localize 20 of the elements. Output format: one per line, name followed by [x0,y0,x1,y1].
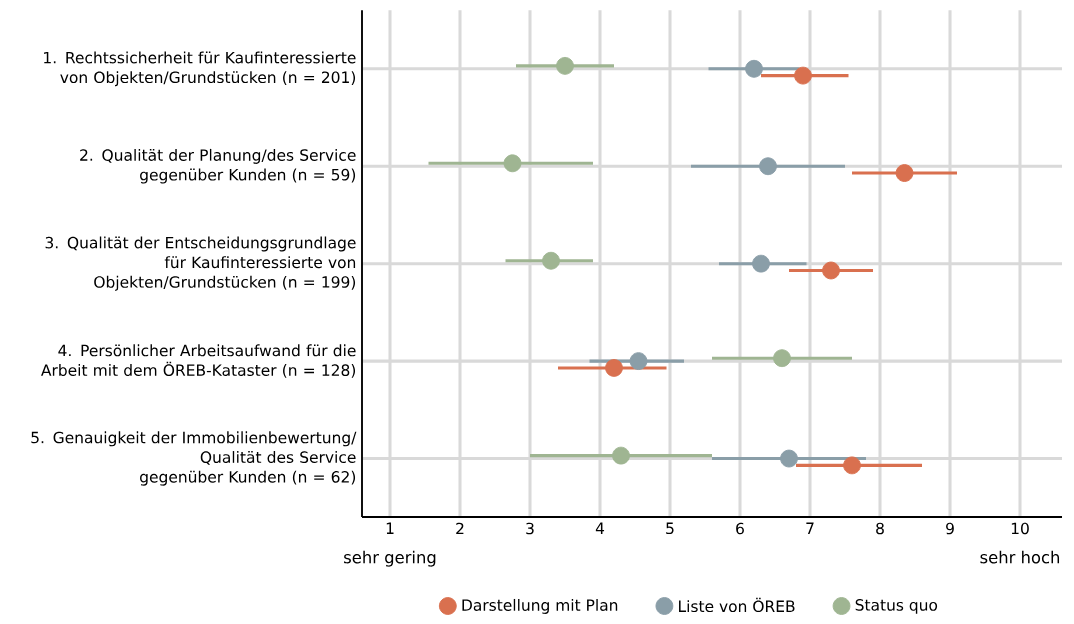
x-tick-label: 6 [736,522,744,535]
text: sehr gering [344,550,436,567]
x-tick-label: 1 [386,522,394,535]
x-tick-label: 9 [946,522,954,535]
x-tick-label: 8 [876,522,884,535]
legend-label: Darstellung mit Plan [462,599,618,615]
y-tick-label: 1. Rechtssicherheit für Kaufinteressierte von Objekten/Grundstücken (n = 201) [44,51,356,87]
y-tick-label: 4. Persönlicher Arbeitsaufwand für die Arbeit mit dem ÖREB-Kataster (n = 128) [41,344,356,379]
y-tick-label: 2. Qualität der Planung/des Service gegenüber Kunden (n = 59) [80,149,356,184]
x-tick-label: 7 [806,522,814,535]
x-tick-label: 5 [666,522,674,535]
x-tick-label: 3 [526,522,534,535]
x-tick-label: 4 [595,522,605,535]
x-tick-label: 2 [456,522,464,535]
legend-label: Status quo [855,599,938,615]
text: sehr hoch [980,550,1060,564]
legend-label: Liste von ÖREB [679,597,795,613]
x-tick-label: 10 [1011,522,1029,535]
y-tick-label: 5. Genauigkeit der Immobilienbewertung/ Qualität des Service gegenüber Kunden (n = 62) [31,431,357,486]
y-tick-label: 3. Qualität der Entscheidungsgrundlage für Kaufinteressierte von Objekten/Grundstücken (n = 199) [45,236,356,292]
